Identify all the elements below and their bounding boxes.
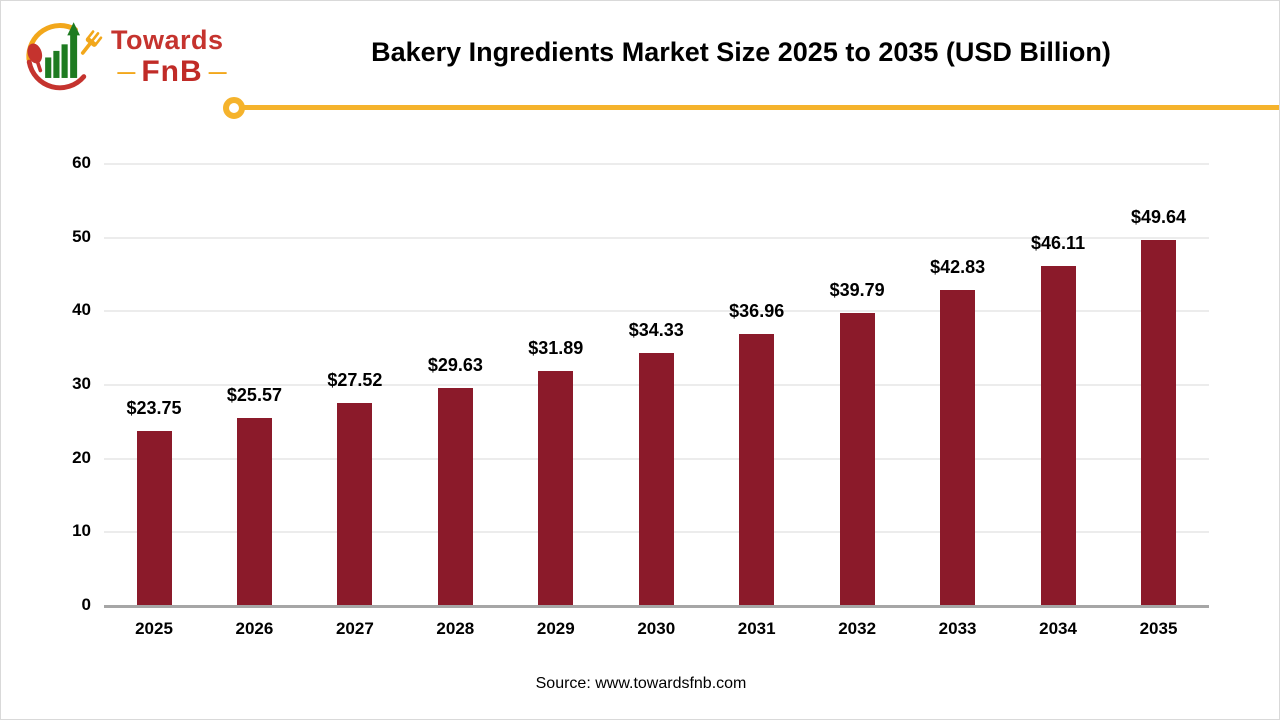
x-tick-label: 2027: [335, 619, 374, 638]
chart-title: Bakery Ingredients Market Size 2025 to 2…: [371, 37, 1111, 67]
bar-value-label: $39.79: [829, 279, 885, 300]
x-tick-label: 2029: [536, 619, 575, 638]
bar: [337, 403, 373, 606]
bar-value-label: $42.83: [930, 257, 986, 278]
x-tick-label: 2033: [938, 619, 977, 638]
y-tick-label: 20: [72, 447, 91, 467]
bar-value-label: $23.75: [126, 398, 182, 419]
gridline: [104, 236, 1209, 239]
y-tick-label: 40: [72, 300, 91, 320]
x-tick-label: 2028: [436, 619, 475, 638]
spoon-icon: [27, 43, 43, 73]
title-divider-line: [234, 105, 1279, 110]
bar-value-label: $34.33: [628, 320, 684, 341]
bar: [538, 371, 574, 606]
x-tick-label: 2035: [1139, 619, 1178, 638]
fork-icon: [80, 30, 103, 55]
logo-ring-red-arc: [26, 59, 87, 91]
x-tick-label: 2034: [1039, 619, 1077, 638]
y-tick-label: 10: [72, 521, 91, 541]
bar: [638, 353, 674, 606]
bar: [1040, 266, 1076, 606]
brand-name-top: Towards: [111, 25, 224, 55]
y-tick-label: 0: [81, 595, 91, 614]
x-tick-label: 2031: [737, 619, 776, 638]
x-tick-label: 2026: [235, 619, 274, 638]
x-tick-label: 2030: [637, 619, 676, 638]
logo-icon: [26, 22, 103, 91]
bar: [1141, 240, 1176, 606]
bar-value-label: $36.96: [729, 300, 785, 321]
brand-dash-left: —: [117, 61, 136, 82]
bar-value-label: $25.57: [226, 384, 282, 405]
x-tick-label: 2025: [135, 619, 173, 638]
bar-value-label: $49.64: [1130, 207, 1187, 228]
y-tick-label: 60: [72, 153, 91, 172]
bar-value-label: $29.63: [427, 354, 483, 375]
title-divider-ring-icon: [223, 97, 245, 119]
towardsfnb-logo: Towards — FnB —: [19, 11, 229, 101]
brand-dash-right: —: [208, 61, 227, 82]
bar-value-label: $27.52: [327, 370, 383, 391]
bar: [839, 312, 875, 606]
bar: [236, 417, 272, 606]
bar: [940, 290, 976, 606]
bar-value-label: $31.89: [528, 338, 584, 359]
source-text: Source: www.towardsfnb.com: [535, 675, 747, 692]
bar: [739, 333, 775, 606]
gridline: [104, 163, 1209, 165]
growth-bars-icon: [45, 22, 80, 78]
bar-value-label: $46.11: [1031, 233, 1086, 254]
y-tick-label: 50: [72, 226, 91, 246]
x-tick-label: 2032: [838, 619, 877, 638]
bar: [437, 387, 473, 606]
x-axis-line: [104, 605, 1209, 608]
brand-name-bottom: FnB: [141, 55, 203, 88]
bar: [136, 431, 172, 606]
y-tick-label: 30: [72, 374, 91, 393]
gridline: [104, 310, 1209, 313]
